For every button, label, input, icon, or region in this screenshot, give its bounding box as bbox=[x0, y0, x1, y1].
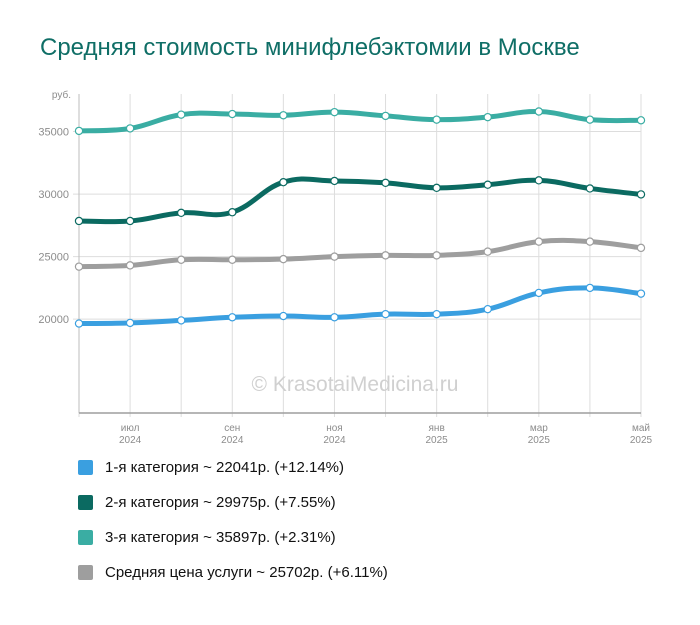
data-point-cat1 bbox=[125, 318, 135, 328]
y-axis-unit: руб. bbox=[52, 89, 71, 101]
x-tick-year: 2024 bbox=[323, 435, 346, 446]
data-point-cat3 bbox=[279, 111, 288, 120]
legend-item[interactable]: 3-я категория ~ 35897р. (+2.31%) bbox=[78, 528, 388, 563]
legend-item[interactable]: 2-я категория ~ 29975р. (+7.55%) bbox=[78, 493, 388, 528]
data-point-avg bbox=[330, 252, 339, 261]
data-point-cat1 bbox=[74, 319, 84, 328]
watermark: © KrasotaiMedicina.ru bbox=[252, 373, 459, 396]
data-point-cat3 bbox=[74, 126, 84, 136]
data-point-avg bbox=[432, 251, 441, 260]
data-point-cat2 bbox=[330, 176, 339, 186]
legend-label: 2-я категория ~ 29975р. (+7.55%) bbox=[105, 494, 336, 511]
data-point-cat3 bbox=[381, 111, 390, 121]
data-point-cat3 bbox=[636, 116, 646, 125]
legend-label: 3-я категория ~ 35897р. (+2.31%) bbox=[105, 529, 336, 546]
x-tick-label: июл bbox=[121, 423, 140, 434]
data-point-cat2 bbox=[228, 208, 237, 217]
data-point-cat2 bbox=[483, 180, 492, 189]
data-point-cat3 bbox=[585, 115, 595, 124]
data-point-cat2 bbox=[381, 178, 390, 188]
data-point-cat1 bbox=[483, 304, 492, 314]
data-point-cat2 bbox=[176, 208, 186, 218]
x-tick-label: янв bbox=[429, 423, 445, 434]
chart-title: Средняя стоимость минифлебэктомии в Моск… bbox=[40, 34, 580, 61]
legend-item[interactable]: 1-я категория ~ 22041р. (+12.14%) bbox=[78, 458, 388, 493]
x-tick-year: 2025 bbox=[630, 435, 653, 446]
data-point-cat2 bbox=[432, 183, 441, 193]
series-line-cat3 bbox=[76, 109, 644, 134]
data-point-avg bbox=[74, 262, 84, 271]
x-tick-year: 2024 bbox=[221, 435, 244, 446]
data-point-cat3 bbox=[176, 110, 186, 119]
data-point-cat3 bbox=[125, 124, 135, 133]
data-point-cat1 bbox=[330, 313, 339, 322]
series-line-cat1 bbox=[76, 285, 644, 327]
data-point-cat2 bbox=[585, 184, 595, 193]
x-tick-label: ноя bbox=[326, 423, 343, 434]
data-point-cat2 bbox=[534, 176, 544, 185]
legend-label: 1-я категория ~ 22041р. (+12.14%) bbox=[105, 459, 345, 476]
data-point-cat1 bbox=[381, 309, 390, 319]
y-tick-label: 25000 bbox=[38, 252, 69, 264]
x-tick-label: сен bbox=[224, 423, 240, 434]
x-tick-year: 2024 bbox=[119, 435, 142, 446]
data-point-avg bbox=[279, 254, 288, 264]
data-point-cat1 bbox=[585, 283, 595, 293]
x-tick-label: мар bbox=[530, 423, 548, 434]
data-point-cat2 bbox=[279, 177, 288, 187]
legend-swatch bbox=[78, 460, 93, 475]
data-point-cat1 bbox=[534, 288, 544, 298]
legend-swatch bbox=[78, 530, 93, 545]
data-point-avg bbox=[176, 255, 186, 264]
data-point-avg bbox=[228, 255, 237, 264]
data-point-cat3 bbox=[228, 109, 237, 119]
data-point-cat2 bbox=[74, 216, 84, 226]
data-point-avg bbox=[585, 237, 595, 246]
data-point-cat1 bbox=[228, 313, 237, 322]
x-tick-year: 2025 bbox=[426, 435, 449, 446]
y-tick-label: 30000 bbox=[38, 189, 69, 201]
legend-swatch bbox=[78, 495, 93, 510]
data-point-avg bbox=[381, 251, 390, 260]
x-tick-year: 2025 bbox=[528, 435, 551, 446]
y-tick-label: 35000 bbox=[38, 127, 69, 139]
data-point-cat2 bbox=[125, 216, 135, 226]
data-point-cat2 bbox=[636, 190, 646, 199]
x-tick-label: май bbox=[632, 423, 650, 434]
data-point-cat3 bbox=[432, 115, 441, 124]
data-point-cat3 bbox=[534, 107, 544, 116]
series-line-avg bbox=[76, 237, 644, 270]
data-point-cat3 bbox=[330, 107, 339, 117]
data-point-avg bbox=[534, 237, 544, 246]
chart-legend: 1-я категория ~ 22041р. (+12.14%) 2-я кат… bbox=[78, 458, 388, 598]
data-point-cat1 bbox=[432, 309, 441, 319]
legend-swatch bbox=[78, 565, 93, 580]
data-point-cat3 bbox=[483, 112, 492, 122]
legend-item[interactable]: Средняя цена услуги ~ 25702р. (+6.11%) bbox=[78, 563, 388, 598]
data-point-cat1 bbox=[636, 289, 646, 298]
data-point-cat1 bbox=[176, 316, 186, 325]
data-point-avg bbox=[125, 261, 135, 270]
data-point-avg bbox=[636, 243, 646, 253]
data-point-avg bbox=[483, 247, 492, 256]
y-tick-label: 20000 bbox=[38, 314, 69, 326]
legend-label: Средняя цена услуги ~ 25702р. (+6.11%) bbox=[105, 564, 388, 581]
data-point-cat1 bbox=[279, 311, 288, 321]
series-line-cat2 bbox=[76, 176, 644, 225]
